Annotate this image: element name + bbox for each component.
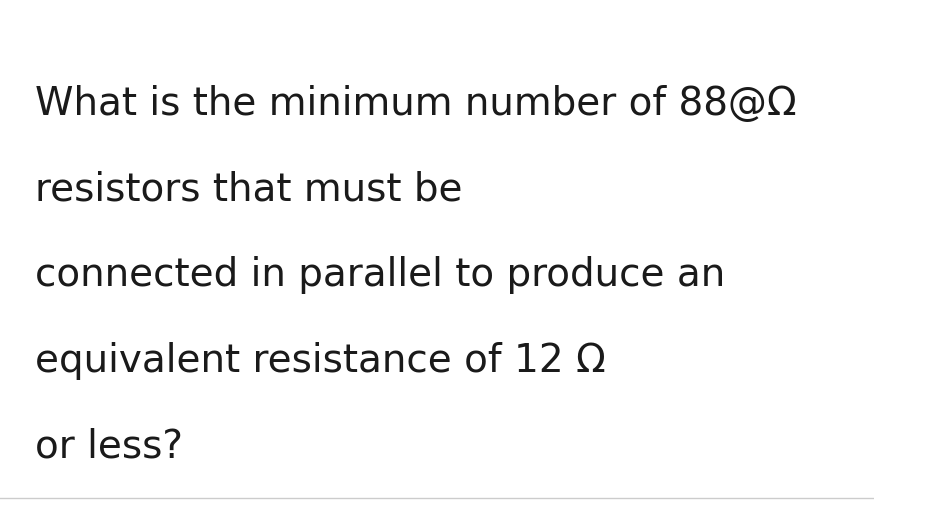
Text: What is the minimum number of 88@Ω: What is the minimum number of 88@Ω xyxy=(35,85,796,123)
Text: resistors that must be: resistors that must be xyxy=(35,170,462,209)
Text: or less?: or less? xyxy=(35,427,183,466)
Text: equivalent resistance of 12 Ω: equivalent resistance of 12 Ω xyxy=(35,342,606,380)
Text: connected in parallel to produce an: connected in parallel to produce an xyxy=(35,256,725,294)
